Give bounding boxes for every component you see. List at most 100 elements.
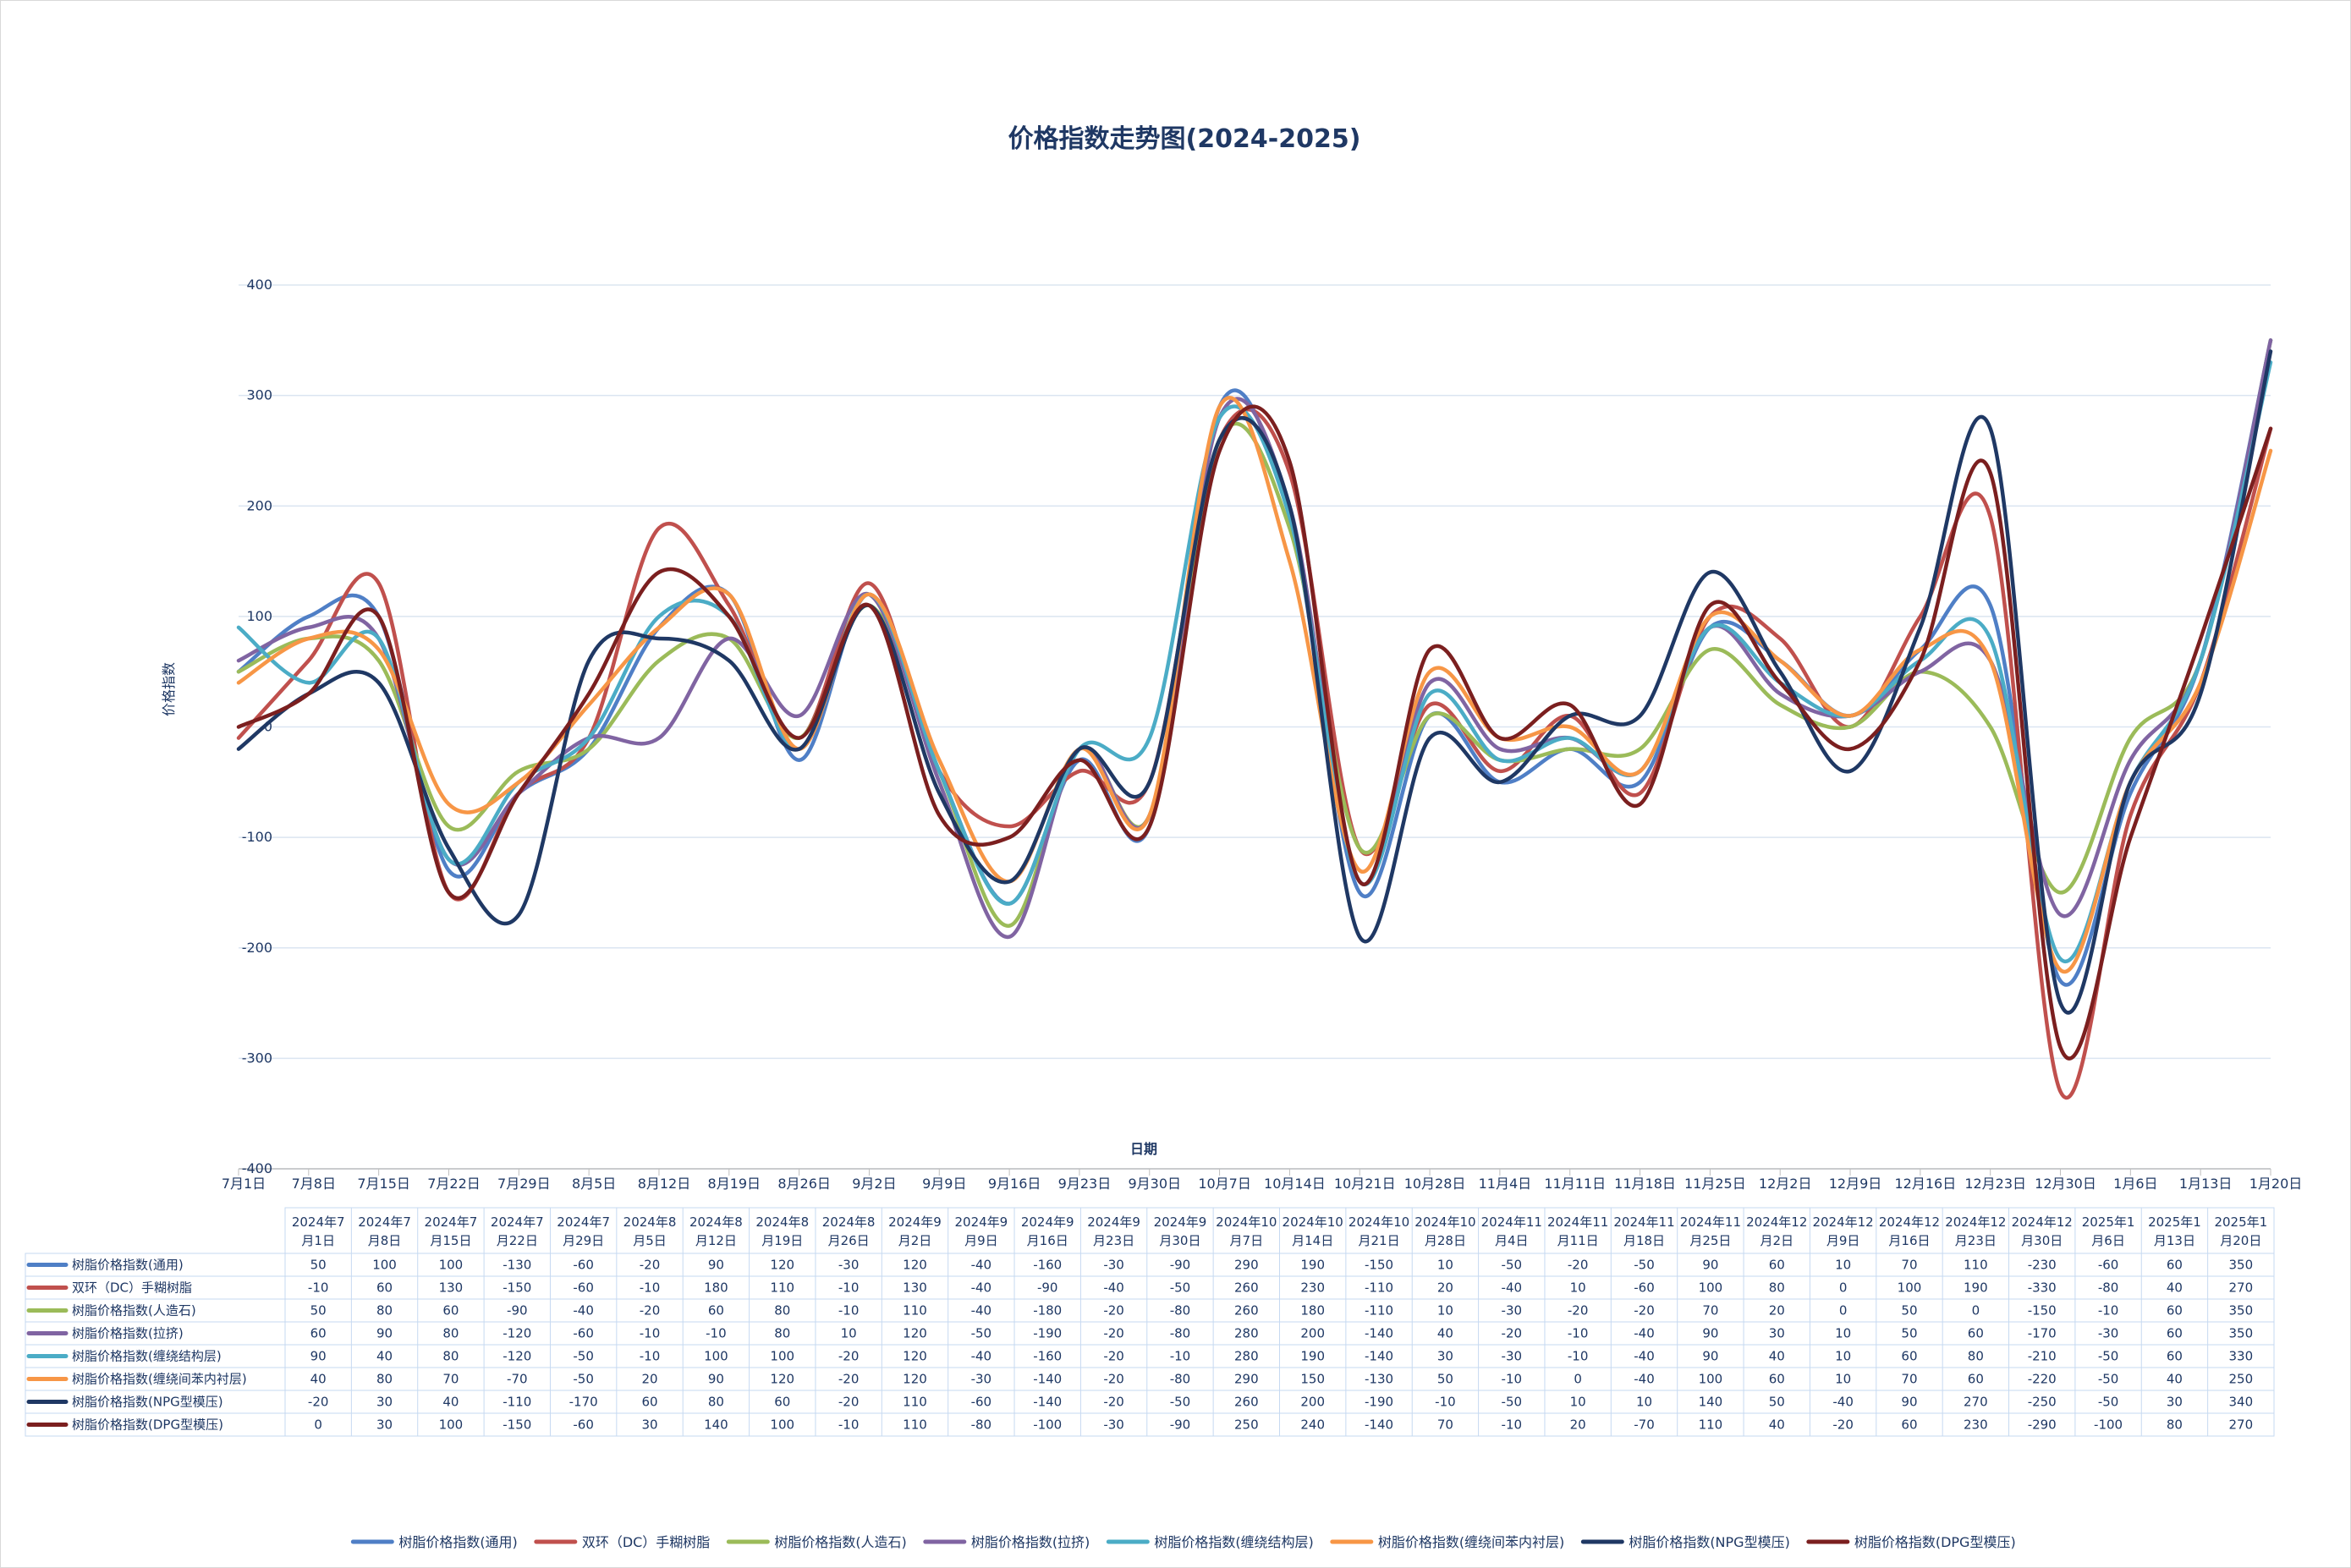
table-cell: 10 bbox=[1570, 1395, 1586, 1410]
table-cell: -50 bbox=[1502, 1395, 1523, 1410]
table-cell: 0 bbox=[1972, 1303, 1980, 1319]
table-cell: -50 bbox=[1634, 1258, 1655, 1273]
gridlines bbox=[239, 284, 2271, 1170]
x-tick-label: 9月9日 bbox=[922, 1176, 966, 1192]
table-cell: -10 bbox=[1170, 1349, 1191, 1364]
table-cell: -20 bbox=[1568, 1303, 1589, 1319]
table-cell: -40 bbox=[971, 1303, 992, 1319]
table-cell: -100 bbox=[1033, 1417, 1062, 1433]
table-cell: 50 bbox=[1901, 1326, 1917, 1341]
table-cell: 100 bbox=[704, 1349, 728, 1364]
table-cell: 80 bbox=[376, 1372, 393, 1387]
table-header-cell: 2024年7 bbox=[557, 1214, 610, 1230]
table-cell: -10 bbox=[640, 1349, 661, 1364]
table-header-cell: 2024年12 bbox=[1945, 1214, 2006, 1230]
table-cell: 90 bbox=[708, 1258, 724, 1273]
table-header-cell: 2025年1 bbox=[2148, 1214, 2201, 1230]
table-cell: 40 bbox=[1769, 1417, 1785, 1433]
x-tick-label: 8月19日 bbox=[708, 1176, 761, 1192]
table-cell: 230 bbox=[1300, 1280, 1325, 1296]
table-cell: -330 bbox=[2028, 1280, 2057, 1296]
table-cell: -70 bbox=[507, 1372, 528, 1387]
x-tick-label: 7月8日 bbox=[292, 1176, 336, 1192]
table-header-cell: 2024年7 bbox=[292, 1214, 345, 1230]
x-tick-label: 7月29日 bbox=[497, 1176, 551, 1192]
table-cell: 0 bbox=[1574, 1372, 1582, 1387]
x-tick-label: 10月21日 bbox=[1334, 1176, 1396, 1192]
table-cell: 40 bbox=[376, 1349, 393, 1364]
table-header-cell: 月18日 bbox=[1623, 1233, 1665, 1248]
table-header-cell: 月23日 bbox=[1093, 1233, 1134, 1248]
legend-label-7: 树脂价格指数(NPG型模压) bbox=[1629, 1534, 1790, 1550]
table-cell: -40 bbox=[573, 1303, 594, 1319]
table-header-cell: 月25日 bbox=[1689, 1233, 1731, 1248]
table-row-name: 树脂价格指数(通用) bbox=[72, 1258, 184, 1273]
table-cell: -140 bbox=[1033, 1395, 1062, 1410]
table-cell: 350 bbox=[2228, 1258, 2253, 1273]
table-cell: 80 bbox=[774, 1326, 790, 1341]
table-cell: 250 bbox=[2228, 1372, 2253, 1387]
table-cell: -60 bbox=[1634, 1280, 1655, 1296]
series-line-4 bbox=[236, 338, 2273, 939]
table-cell: -100 bbox=[2094, 1417, 2123, 1433]
table-header-cell: 月21日 bbox=[1359, 1233, 1400, 1248]
table-cell: 200 bbox=[1300, 1395, 1325, 1410]
table-cell: 130 bbox=[439, 1280, 464, 1296]
table-cell: 130 bbox=[903, 1280, 927, 1296]
table-row-name: 树脂价格指数(DPG型模压) bbox=[72, 1417, 223, 1433]
table-cell: -30 bbox=[1502, 1303, 1523, 1319]
table-header-cell: 月19日 bbox=[761, 1233, 803, 1248]
table-cell: -40 bbox=[1634, 1326, 1655, 1341]
table-cell: 280 bbox=[1234, 1349, 1259, 1364]
table-header-cell: 2024年10 bbox=[1414, 1214, 1475, 1230]
x-tick-label: 12月16日 bbox=[1894, 1176, 1956, 1192]
table-cell: 330 bbox=[2228, 1349, 2253, 1364]
table-cell: 60 bbox=[774, 1395, 790, 1410]
table-cell: 290 bbox=[1234, 1372, 1259, 1387]
y-tick-label: 100 bbox=[246, 608, 272, 624]
table-header-cell: 月30日 bbox=[1159, 1233, 1200, 1248]
table-cell: 70 bbox=[1437, 1417, 1453, 1433]
x-tick-label: 1月20日 bbox=[2249, 1176, 2303, 1192]
table-cell: -20 bbox=[1103, 1372, 1124, 1387]
table-cell: 100 bbox=[1898, 1280, 1922, 1296]
table-cell: 90 bbox=[310, 1349, 327, 1364]
x-tick-label: 12月2日 bbox=[1759, 1176, 1812, 1192]
table-header-cell: 月16日 bbox=[1888, 1233, 1930, 1248]
table-cell: 270 bbox=[2228, 1280, 2253, 1296]
table-cell: 260 bbox=[1234, 1395, 1259, 1410]
y-tick-label: -100 bbox=[242, 829, 272, 845]
table-cell: 190 bbox=[1300, 1258, 1325, 1273]
table-cell: 80 bbox=[376, 1303, 393, 1319]
table-cell: 230 bbox=[1964, 1417, 1988, 1433]
table-cell: 340 bbox=[2228, 1395, 2253, 1410]
table-cell: -20 bbox=[1502, 1326, 1523, 1341]
table-cell: -90 bbox=[1037, 1280, 1058, 1296]
x-tick-label: 12月9日 bbox=[1829, 1176, 1882, 1192]
series-line-3 bbox=[236, 338, 2273, 928]
table-cell: 60 bbox=[310, 1326, 327, 1341]
table-cell: 20 bbox=[1570, 1417, 1586, 1433]
table-header-cell: 月9日 bbox=[1826, 1233, 1860, 1248]
table-cell: -130 bbox=[503, 1258, 531, 1273]
table-header-cell: 月11日 bbox=[1557, 1233, 1599, 1248]
table-cell: -150 bbox=[2028, 1303, 2057, 1319]
table-row-name: 树脂价格指数(缠绕结构层) bbox=[72, 1349, 222, 1364]
table-cell: 190 bbox=[1964, 1280, 1988, 1296]
table-header-cell: 月6日 bbox=[2091, 1233, 2125, 1248]
table-cell: -150 bbox=[503, 1280, 531, 1296]
table-cell: -60 bbox=[971, 1395, 992, 1410]
table-cell: 60 bbox=[708, 1303, 724, 1319]
table-cell: 100 bbox=[439, 1258, 464, 1273]
table-cell: 90 bbox=[376, 1326, 393, 1341]
x-tick-label: 8月26日 bbox=[777, 1176, 831, 1192]
table-header-cell: 月7日 bbox=[1230, 1233, 1264, 1248]
table-header-cell: 2024年8 bbox=[822, 1214, 876, 1230]
table-cell: -20 bbox=[640, 1303, 661, 1319]
table-cell: 10 bbox=[1835, 1349, 1851, 1364]
table-cell: -120 bbox=[503, 1349, 531, 1364]
table-cell: -60 bbox=[573, 1258, 594, 1273]
y-tick-label: 400 bbox=[246, 277, 272, 293]
table-header-cell: 月14日 bbox=[1292, 1233, 1333, 1248]
table-cell: -250 bbox=[2028, 1395, 2057, 1410]
